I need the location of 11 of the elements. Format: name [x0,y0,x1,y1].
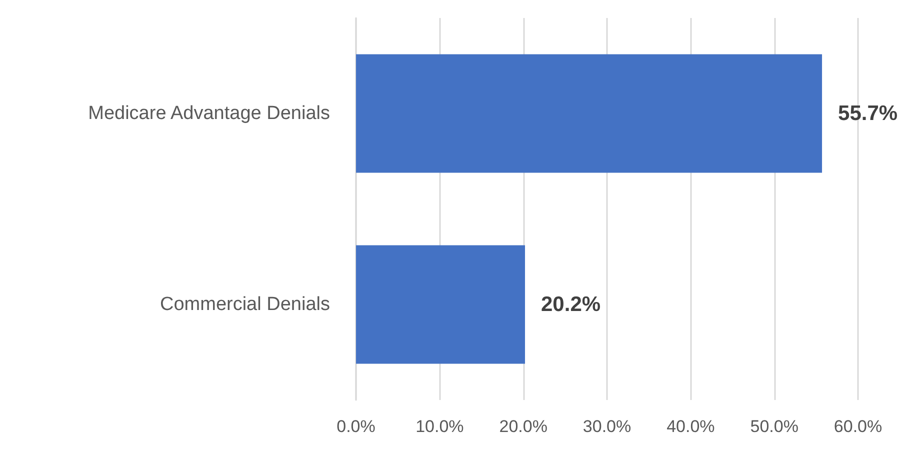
x-tick-label: 30.0% [582,417,632,436]
x-tick-label: 50.0% [750,417,798,436]
x-tick-label: 40.0% [666,417,715,436]
y-tick-label: Commercial Denials [160,294,330,315]
data-label: 55.7% [838,102,898,125]
data-label: 20.2% [541,293,601,316]
x-tick-label: 10.0% [416,417,464,436]
x-tick-label: 0.0% [336,417,376,436]
y-tick-label: Medicare Advantage Denials [88,103,330,124]
x-tick-label: 60.0% [834,417,882,436]
x-tick-label: 20.0% [499,417,548,436]
